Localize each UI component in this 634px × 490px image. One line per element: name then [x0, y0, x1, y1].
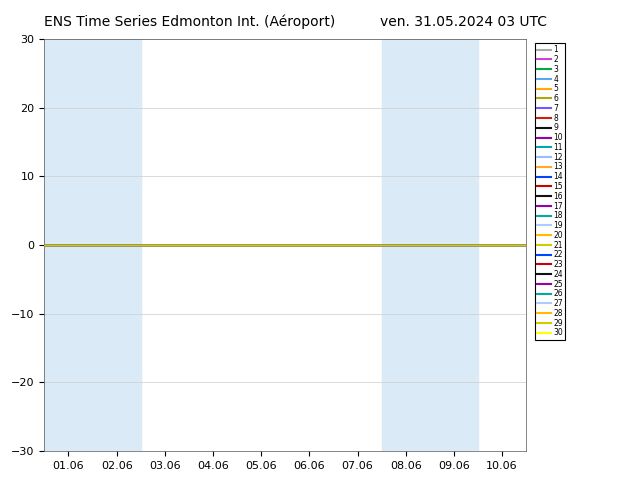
Text: ENS Time Series Edmonton Int. (Aéroport): ENS Time Series Edmonton Int. (Aéroport) [44, 15, 335, 29]
Bar [93, 39, 141, 451]
Bar [44, 39, 93, 451]
Bar [430, 39, 478, 451]
Bar [382, 39, 430, 451]
Text: ven. 31.05.2024 03 UTC: ven. 31.05.2024 03 UTC [380, 15, 547, 29]
Legend: 1, 2, 3, 4, 5, 6, 7, 8, 9, 10, 11, 12, 13, 14, 15, 16, 17, 18, 19, 20, 21, 22, 2: 1, 2, 3, 4, 5, 6, 7, 8, 9, 10, 11, 12, 1… [535, 43, 566, 340]
